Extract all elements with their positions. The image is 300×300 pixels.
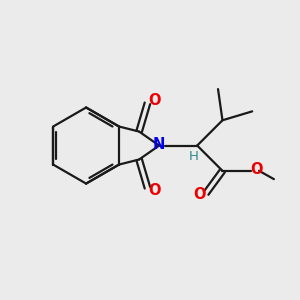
Text: O: O	[148, 183, 161, 198]
Text: N: N	[153, 137, 165, 152]
Text: O: O	[193, 187, 206, 202]
Text: O: O	[250, 161, 263, 176]
Text: H: H	[189, 150, 199, 163]
Text: O: O	[148, 93, 161, 108]
